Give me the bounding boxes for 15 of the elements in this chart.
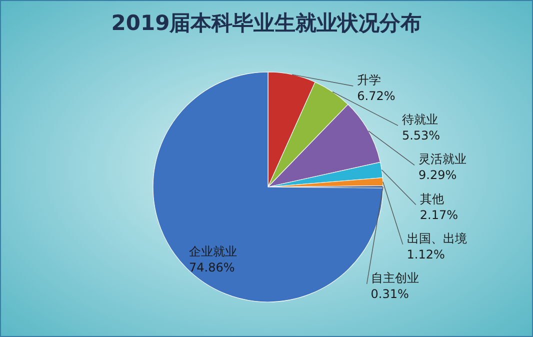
data-label: 1.12% — [406, 247, 445, 262]
slice-label: 自主创业 — [370, 271, 419, 285]
slice-label: 其他 — [420, 192, 444, 206]
slice-label: 出国、出境 — [406, 231, 467, 246]
slice-label: 待就业 — [402, 112, 438, 127]
data-label: 9.29% — [418, 168, 457, 182]
data-label: 5.53% — [402, 128, 440, 143]
chart-title: 2019届本科毕业生就业状况分布 — [111, 11, 422, 35]
slice-label: 升学 — [357, 73, 382, 87]
data-label: 2.17% — [420, 208, 458, 222]
data-label: 6.72% — [357, 89, 396, 103]
data-label: 74.86% — [188, 260, 235, 275]
data-label: 0.31% — [370, 287, 409, 301]
slice-label: 灵活就业 — [418, 152, 467, 166]
slice-label: 企业就业 — [188, 244, 237, 259]
